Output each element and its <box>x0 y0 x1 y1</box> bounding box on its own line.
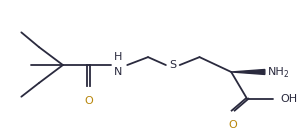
Text: O: O <box>84 96 93 106</box>
Polygon shape <box>231 69 265 74</box>
Text: H: H <box>114 52 123 62</box>
Text: O: O <box>229 120 237 130</box>
Text: N: N <box>114 67 123 77</box>
Text: OH: OH <box>281 94 298 104</box>
Text: 2: 2 <box>284 70 288 79</box>
Text: NH: NH <box>268 67 285 77</box>
Text: S: S <box>169 60 176 70</box>
